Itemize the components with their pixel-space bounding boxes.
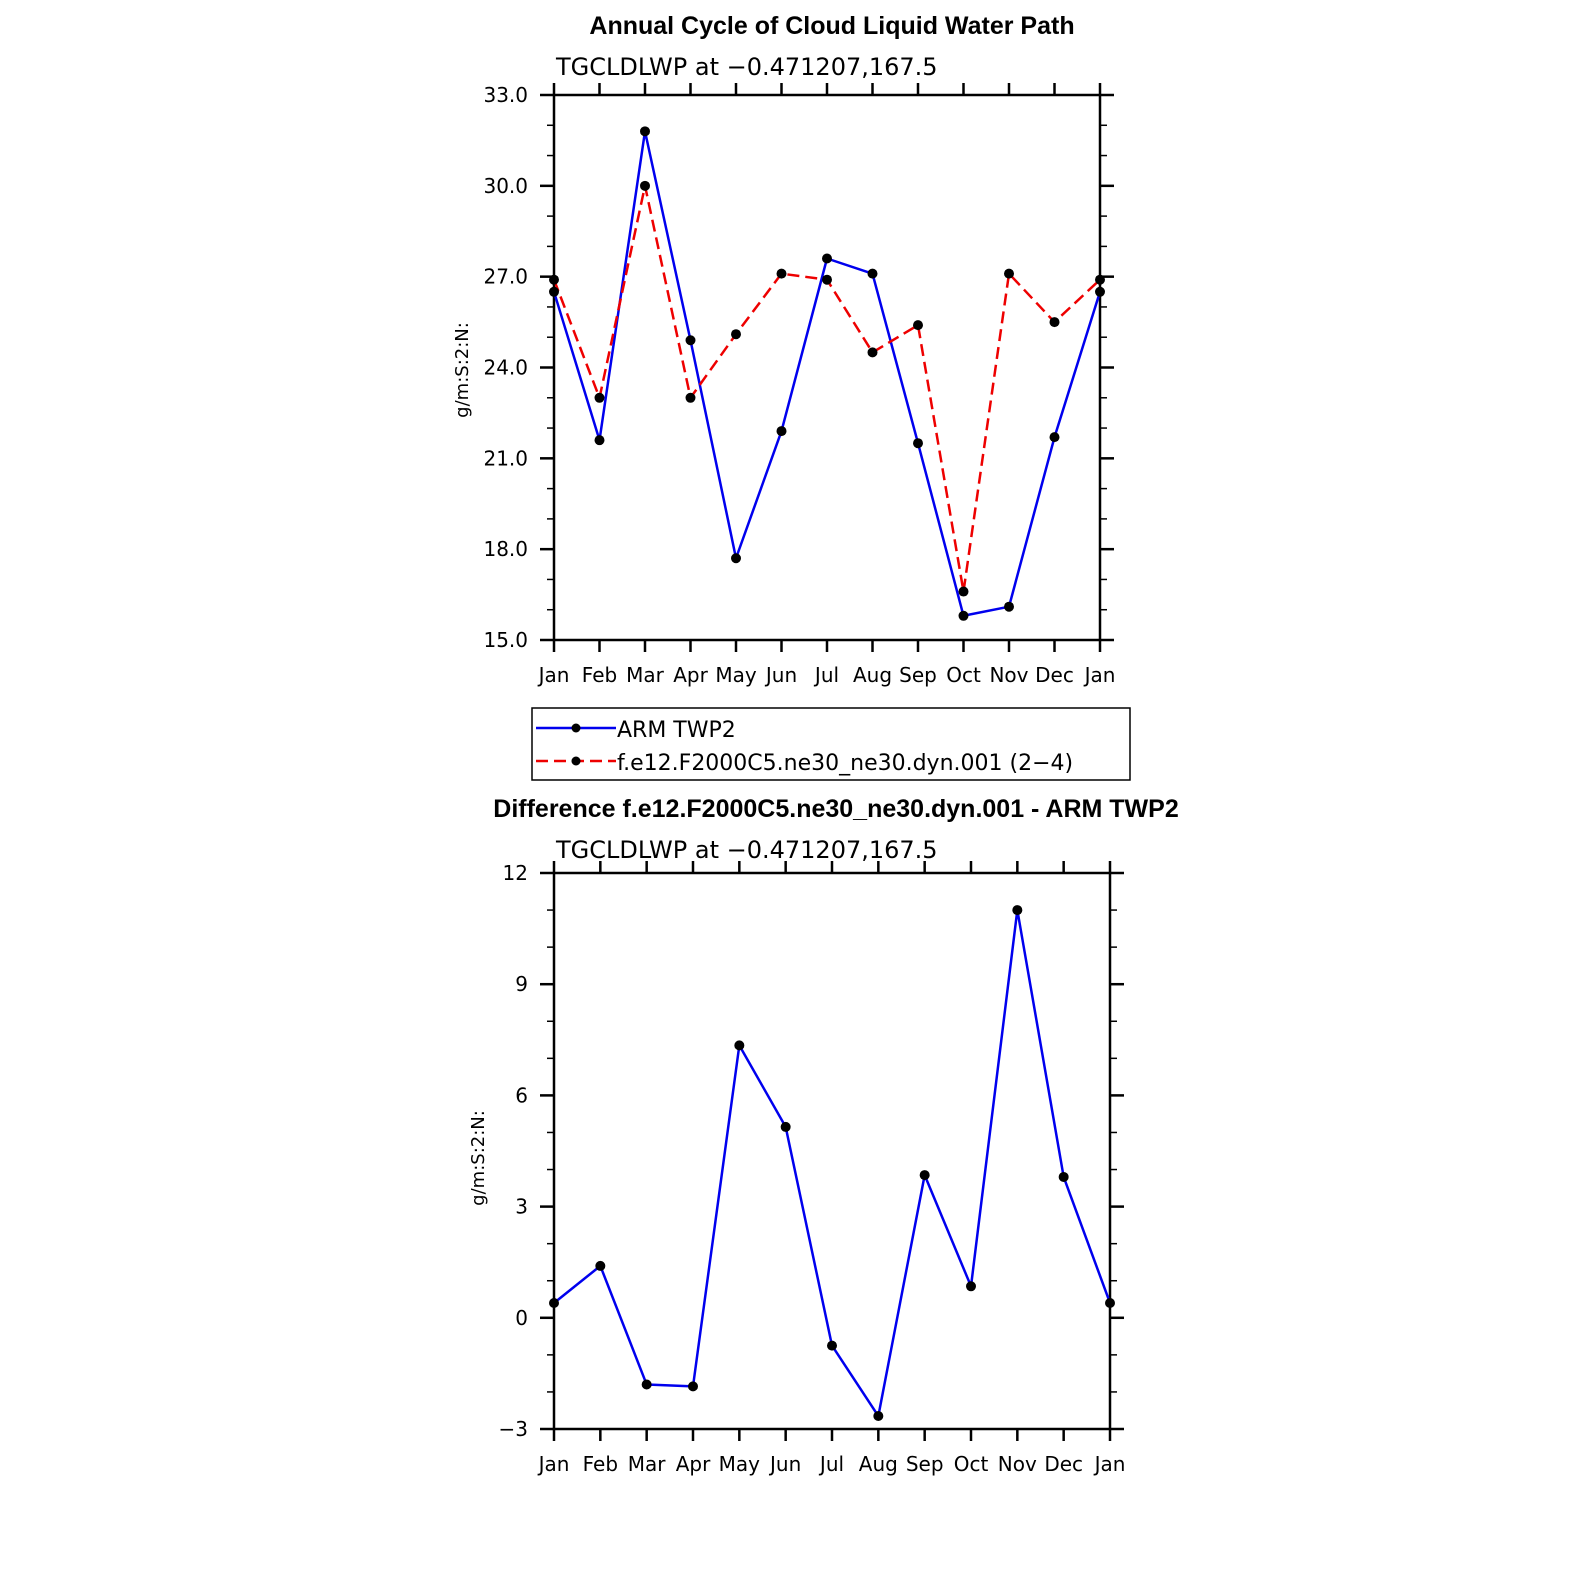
x-tick-label: Jun: [768, 1452, 801, 1476]
x-tick-label: Sep: [899, 663, 937, 687]
data-point: [685, 392, 696, 403]
data-point: [594, 392, 605, 403]
data-point: [776, 268, 787, 279]
data-point: [1049, 432, 1060, 443]
x-tick-label: Jan: [1083, 663, 1116, 687]
data-point: [685, 335, 696, 346]
data-point: [822, 274, 832, 285]
data-point: [549, 274, 559, 285]
y-tick-label: 9: [515, 972, 528, 996]
data-point: [731, 329, 741, 340]
y-tick-label: 15.0: [483, 628, 528, 652]
data-point: [640, 180, 650, 191]
x-tick-label: Apr: [676, 1452, 711, 1476]
data-point: [731, 553, 741, 564]
y-tick-label: 21.0: [483, 446, 528, 470]
series-line: [553, 908, 1112, 1418]
y-tick-label: 30.0: [483, 174, 528, 198]
y-tick-label: 12: [503, 861, 528, 885]
x-tick-label: Mar: [626, 663, 665, 687]
data-point: [873, 1411, 884, 1422]
data-point: [641, 1379, 652, 1390]
x-tick-label: Dec: [1035, 663, 1074, 687]
y-tick-label: 27.0: [483, 265, 528, 289]
y-axis-label: g/m:S:2:N:: [452, 322, 473, 418]
y-axis-label: g/m:S:2:N:: [468, 1110, 489, 1206]
data-point: [1095, 274, 1105, 285]
data-point: [1105, 1297, 1115, 1308]
data-point: [549, 1297, 559, 1308]
x-tick-label: Aug: [859, 1452, 898, 1476]
legend-marker-model: [571, 756, 581, 766]
x-tick-label: Nov: [989, 663, 1028, 687]
x-tick-label: Jan: [1093, 1452, 1126, 1476]
x-tick-label: Feb: [582, 663, 617, 687]
data-point: [1012, 905, 1023, 916]
data-point: [640, 126, 650, 137]
data-point: [822, 253, 832, 264]
x-tick-label: Jul: [813, 663, 839, 687]
data-point: [913, 320, 923, 331]
x-tick-label: Sep: [906, 1452, 944, 1476]
x-tick-label: Jan: [537, 663, 570, 687]
x-tick-label: Jul: [818, 1452, 844, 1476]
y-tick-label: 33.0: [483, 83, 528, 107]
data-point: [827, 1340, 837, 1351]
data-point: [1049, 317, 1060, 328]
data-point: [867, 347, 878, 358]
plot-area: −3 0 3 6 9 12 Jan Feb Mar Apr May Jun Jul Aug Sep Oct No…: [499, 861, 1126, 1476]
data-point: [780, 1121, 791, 1132]
data-point: [734, 1040, 745, 1051]
x-tick-label: Feb: [583, 1452, 618, 1476]
x-tick-label: Jun: [764, 663, 797, 687]
data-point: [1004, 268, 1014, 279]
x-tick-label: May: [719, 1452, 761, 1476]
data-point: [958, 610, 969, 621]
chart-title: Annual Cycle of Cloud Liquid Water Path: [589, 12, 1074, 40]
x-tick-label: Oct: [954, 1452, 989, 1476]
data-point: [966, 1281, 976, 1292]
data-point: [919, 1170, 930, 1181]
plot-area: 15.0 18.0 21.0 24.0 27.0 30.0 33.0 Jan Feb Mar Apr…: [483, 83, 1115, 687]
data-point: [1004, 601, 1014, 612]
data-point: [549, 286, 559, 297]
y-tick-label: 6: [515, 1083, 528, 1107]
chart-subtitle: TGCLDLWP at −0.471207,167.5: [555, 53, 938, 81]
data-point: [913, 438, 923, 449]
x-tick-label: Dec: [1044, 1452, 1083, 1476]
chart-subtitle: TGCLDLWP at −0.471207,167.5: [555, 836, 938, 864]
plot-frame: [552, 93, 1102, 642]
x-tick-label: Jan: [537, 1452, 570, 1476]
annual-cycle-chart: Annual Cycle of Cloud Liquid Water Path …: [452, 12, 1115, 687]
data-point: [595, 1260, 606, 1271]
data-point: [958, 586, 969, 597]
chart-title: Difference f.e12.F2000C5.ne30_ne30.dyn.0…: [493, 795, 1178, 823]
x-tick-label: Oct: [946, 663, 981, 687]
legend: ARM TWP2 f.e12.F2000C5.ne30_ne30.dyn.001…: [531, 707, 1131, 781]
legend-label-model: f.e12.F2000C5.ne30_ne30.dyn.001 (2−4): [617, 751, 1073, 776]
data-point: [594, 435, 605, 446]
data-point: [776, 426, 787, 437]
data-point: [688, 1381, 698, 1392]
legend-label-arm: ARM TWP2: [617, 718, 736, 743]
y-tick-label: 24.0: [483, 356, 528, 380]
data-point: [1058, 1171, 1069, 1182]
legend-marker-arm: [571, 723, 581, 733]
difference-chart: Difference f.e12.F2000C5.ne30_ne30.dyn.0…: [468, 795, 1179, 1476]
y-tick-label: 3: [515, 1195, 528, 1219]
x-tick-label: Mar: [628, 1452, 667, 1476]
y-tick-label: 18.0: [483, 537, 528, 561]
x-tick-label: Nov: [998, 1452, 1037, 1476]
data-point: [1095, 286, 1105, 297]
series-line: [552, 130, 1102, 618]
y-tick-label: 0: [515, 1306, 528, 1330]
y-tick-label: −3: [499, 1417, 528, 1441]
x-tick-label: May: [715, 663, 757, 687]
legend-box: [531, 707, 1131, 781]
series-line: [552, 184, 1101, 593]
x-tick-label: Apr: [673, 663, 708, 687]
data-point: [867, 268, 878, 279]
x-tick-label: Aug: [853, 663, 892, 687]
